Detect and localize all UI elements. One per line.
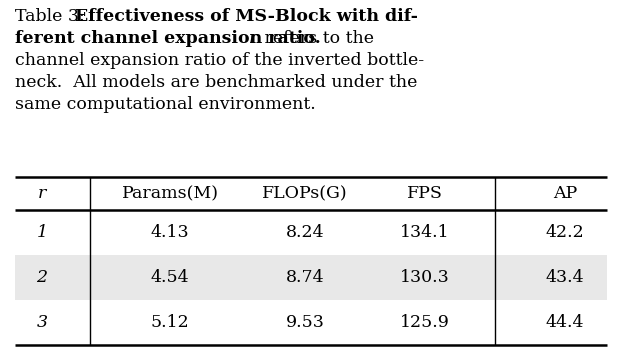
Text: r: r bbox=[38, 185, 46, 202]
Text: FPS: FPS bbox=[407, 185, 443, 202]
Text: 9.53: 9.53 bbox=[286, 314, 324, 331]
Text: 4.54: 4.54 bbox=[151, 269, 189, 286]
Text: 43.4: 43.4 bbox=[546, 269, 584, 286]
Text: ferent channel expansion ratio.: ferent channel expansion ratio. bbox=[15, 30, 321, 47]
Text: 5.12: 5.12 bbox=[151, 314, 189, 331]
Text: channel expansion ratio of the inverted bottle-: channel expansion ratio of the inverted … bbox=[15, 52, 424, 69]
Text: same computational environment.: same computational environment. bbox=[15, 96, 316, 113]
Text: 4.13: 4.13 bbox=[151, 224, 189, 241]
Text: 1: 1 bbox=[37, 224, 48, 241]
Text: 8.74: 8.74 bbox=[286, 269, 324, 286]
Text: Effectiveness of MS-Block with dif-: Effectiveness of MS-Block with dif- bbox=[75, 8, 418, 25]
Text: 42.2: 42.2 bbox=[546, 224, 585, 241]
Text: Table 3:: Table 3: bbox=[15, 8, 95, 25]
Text: neck.  All models are benchmarked under the: neck. All models are benchmarked under t… bbox=[15, 74, 417, 91]
Text: Params(M): Params(M) bbox=[122, 185, 218, 202]
Text: 125.9: 125.9 bbox=[400, 314, 450, 331]
Text: 134.1: 134.1 bbox=[400, 224, 450, 241]
Text: FLOPs(G): FLOPs(G) bbox=[262, 185, 348, 202]
Bar bbox=[15, 255, 607, 300]
Text: 8.24: 8.24 bbox=[286, 224, 324, 241]
Text: refers to the: refers to the bbox=[259, 30, 374, 47]
Text: 2: 2 bbox=[37, 269, 48, 286]
Text: 44.4: 44.4 bbox=[546, 314, 584, 331]
Text: AP: AP bbox=[553, 185, 577, 202]
Text: r: r bbox=[249, 30, 257, 47]
Text: 3: 3 bbox=[37, 314, 48, 331]
Text: 130.3: 130.3 bbox=[400, 269, 450, 286]
